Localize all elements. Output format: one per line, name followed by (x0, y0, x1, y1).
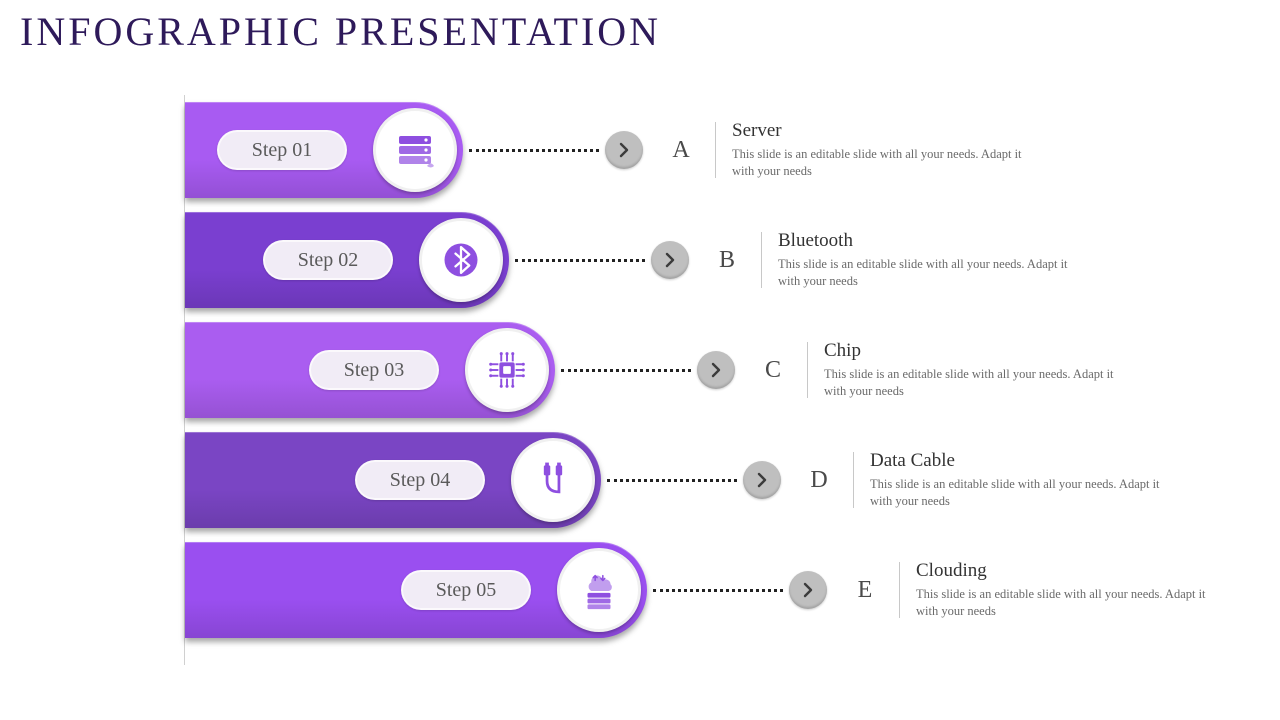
step-label: Step 02 (298, 249, 359, 272)
step-heading: Data Cable (870, 450, 1170, 472)
cloud-icon (557, 548, 641, 632)
chevron-right-icon (651, 241, 689, 279)
step-letter: A (661, 137, 701, 164)
step-heading: Bluetooth (778, 230, 1078, 252)
connector-line (469, 149, 599, 152)
step-badge: Step 02 (263, 240, 393, 280)
step-row: Step 03 C Chip This slide is an editable… (185, 315, 1216, 425)
step-heading: Server (732, 120, 1032, 142)
step-letter: C (753, 357, 793, 384)
step-pill: Step 03 (185, 322, 555, 418)
connector-line (515, 259, 645, 262)
steps-stack: Step 01 A Server This slide is an editab… (185, 95, 1216, 645)
step-row: Step 05 E Clouding This slide is an edit… (185, 535, 1216, 645)
step-pill: Step 05 (185, 542, 647, 638)
step-label: Step 04 (390, 469, 451, 492)
step-body: This slide is an editable slide with all… (778, 256, 1078, 290)
step-letter: B (707, 247, 747, 274)
step-pill: Step 02 (185, 212, 509, 308)
step-row: Step 02 B Bluetooth This slide is an edi… (185, 205, 1216, 315)
divider (715, 122, 716, 178)
step-description: Chip This slide is an editable slide wit… (824, 340, 1124, 400)
slide: INFOGRAPHIC PRESENTATION Step 01 A Serve… (0, 0, 1280, 720)
cable-icon (511, 438, 595, 522)
divider (853, 452, 854, 508)
chevron-right-icon (697, 351, 735, 389)
step-row: Step 04 D Data Cable This slide is an ed… (185, 425, 1216, 535)
step-pill: Step 01 (185, 102, 463, 198)
step-label: Step 01 (252, 139, 313, 162)
step-body: This slide is an editable slide with all… (732, 146, 1032, 180)
divider (807, 342, 808, 398)
step-heading: Chip (824, 340, 1124, 362)
chevron-right-icon (789, 571, 827, 609)
connector-line (653, 589, 783, 592)
chevron-right-icon (743, 461, 781, 499)
divider (761, 232, 762, 288)
page-title: INFOGRAPHIC PRESENTATION (20, 8, 661, 55)
bluetooth-icon (419, 218, 503, 302)
step-body: This slide is an editable slide with all… (870, 476, 1170, 510)
step-badge: Step 01 (217, 130, 347, 170)
connector-line (607, 479, 737, 482)
divider (899, 562, 900, 618)
chip-icon (465, 328, 549, 412)
step-row: Step 01 A Server This slide is an editab… (185, 95, 1216, 205)
step-label: Step 03 (344, 359, 405, 382)
step-badge: Step 04 (355, 460, 485, 500)
chevron-right-icon (605, 131, 643, 169)
step-letter: E (845, 577, 885, 604)
step-label: Step 05 (436, 579, 497, 602)
step-description: Bluetooth This slide is an editable slid… (778, 230, 1078, 290)
step-description: Data Cable This slide is an editable sli… (870, 450, 1170, 510)
connector-line (561, 369, 691, 372)
step-badge: Step 03 (309, 350, 439, 390)
step-badge: Step 05 (401, 570, 531, 610)
step-description: Clouding This slide is an editable slide… (916, 560, 1216, 620)
server-icon (373, 108, 457, 192)
step-heading: Clouding (916, 560, 1216, 582)
step-description: Server This slide is an editable slide w… (732, 120, 1032, 180)
step-body: This slide is an editable slide with all… (916, 586, 1216, 620)
step-letter: D (799, 467, 839, 494)
step-body: This slide is an editable slide with all… (824, 366, 1124, 400)
step-pill: Step 04 (185, 432, 601, 528)
